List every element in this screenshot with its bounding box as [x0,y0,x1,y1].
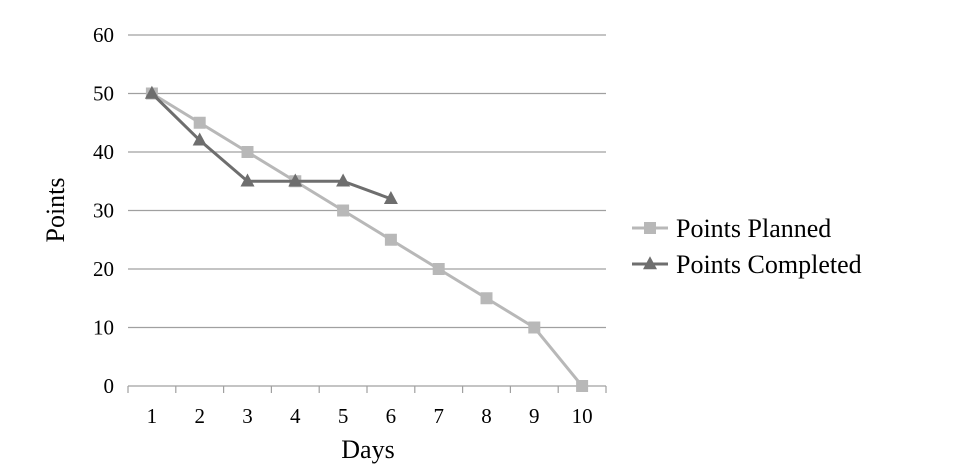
data-point [383,191,398,204]
legend-marker [643,256,657,270]
data-point [337,204,350,217]
x-tick-label: 4 [290,404,301,428]
series-line [151,92,584,387]
x-tick-label: 3 [242,404,253,428]
y-tick-label: 0 [104,374,115,398]
data-point [288,173,303,187]
y-axis: 0 10 20 30 40 50 60 [93,23,114,398]
data-point [144,85,159,99]
legend: Points Planned Points Completed [632,214,862,279]
series-points-completed [144,85,398,204]
x-tick-label: 6 [386,404,397,428]
data-point [480,292,493,305]
x-axis: 1 2 3 4 5 6 7 8 9 10 [127,385,607,428]
series-points-planned [145,87,589,392]
data-point [336,173,351,187]
x-tick-label: 10 [572,404,593,428]
legend-label: Points Planned [676,214,831,243]
legend-marker [644,222,656,234]
y-tick-label: 60 [93,23,114,47]
y-tick-label: 10 [93,316,114,340]
data-point [193,116,206,129]
data-point [384,233,397,246]
data-point [576,380,589,392]
x-tick-label: 5 [338,404,349,428]
x-axis-title: Days [341,435,394,464]
y-tick-label: 20 [93,257,114,281]
data-point [528,321,541,334]
series-line [150,92,392,201]
y-tick-label: 40 [93,140,114,164]
x-tick-label: 2 [194,404,205,428]
y-axis-title: Points [41,177,70,242]
data-point [240,173,255,187]
data-point [192,132,207,146]
data-point [432,263,445,275]
data-point [241,146,254,158]
legend-item: Points Planned [632,214,831,243]
x-tick-label: 7 [433,404,444,428]
series-layer [144,85,589,392]
gridlines [128,34,606,329]
y-tick-label: 30 [93,199,114,223]
x-tick-label: 8 [481,404,492,428]
x-tick-label: 1 [147,404,158,428]
y-tick-label: 50 [93,82,114,106]
legend-item: Points Completed [632,250,862,279]
x-tick-label: 9 [529,404,540,428]
legend-label: Points Completed [676,250,862,279]
